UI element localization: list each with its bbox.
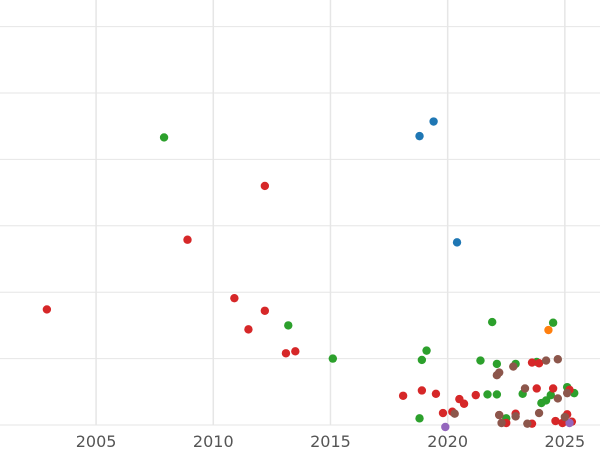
point-red-21 [532,384,541,393]
point-green-2 [328,354,338,363]
point-brown-6 [511,412,520,421]
point-brown-8 [523,419,532,428]
point-purple-0 [441,422,450,432]
point-green-6 [476,356,485,365]
x-tick-label-2005: 2005 [76,432,117,450]
point-brown-3 [495,410,504,420]
point-brown-5 [509,362,518,371]
point-green-1 [284,321,293,330]
point-brown-0 [450,409,459,418]
point-red-7 [291,347,300,356]
point-green-7 [483,390,492,399]
point-orange-0 [544,325,553,335]
point-green-18 [548,318,558,327]
point-red-2 [230,293,239,303]
point-brown-14 [562,388,572,398]
point-red-8 [398,391,408,400]
point-red-3 [244,325,253,334]
x-tick-label-2020: 2020 [427,432,468,450]
point-green-10 [492,390,502,399]
point-red-10 [431,389,441,398]
point-brown-4 [497,418,506,428]
point-red-14 [459,399,469,408]
point-green-4 [417,355,427,365]
point-blue-2 [452,238,462,247]
point-green-3 [415,414,424,423]
point-green-0 [159,133,169,142]
point-brown-9 [534,408,544,418]
point-red-11 [438,408,448,418]
x-axis: 2005 2010 2015 2020 2025 [76,432,585,450]
point-green-5 [422,346,431,355]
point-blue-1 [429,117,438,126]
point-red-4 [260,181,270,191]
point-red-9 [417,386,427,395]
point-green-17 [546,390,555,400]
x-tick-label-2010: 2010 [193,432,234,450]
point-purple-1 [565,418,574,428]
point-red-22 [534,359,544,368]
point-red-0 [42,305,52,314]
point-brown-2 [495,368,504,377]
point-green-9 [492,359,502,369]
point-red-1 [183,235,192,244]
point-red-6 [281,349,291,358]
x-tick-label-2015: 2015 [310,432,351,450]
point-red-5 [260,306,270,315]
point-red-24 [551,416,560,426]
point-red-23 [548,384,558,393]
point-brown-13 [560,412,570,422]
point-brown-12 [553,394,563,403]
point-red-15 [471,390,480,400]
points-layer [42,117,579,432]
point-green-8 [487,317,497,327]
x-tick-label-2025: 2025 [544,432,585,450]
point-red-20 [527,358,537,367]
grid-layer [0,0,600,426]
point-brown-10 [541,356,551,365]
point-brown-11 [553,355,563,364]
point-brown-7 [520,384,530,393]
point-blue-0 [415,131,424,141]
